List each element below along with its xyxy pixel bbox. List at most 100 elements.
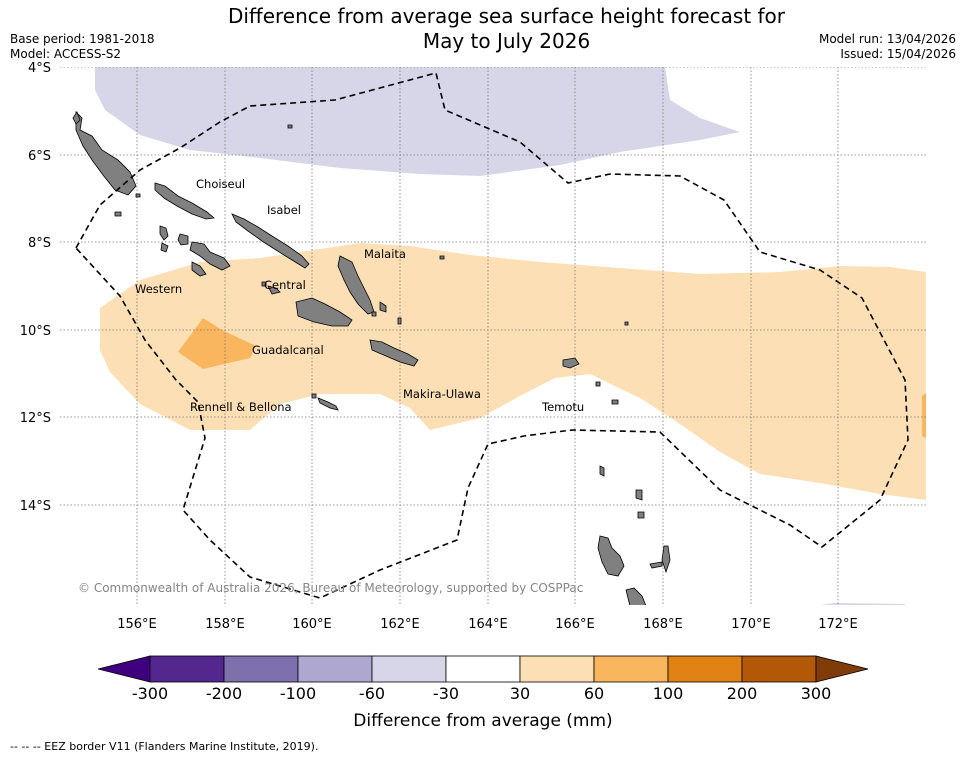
colorbar-tick-label: -300 [132,684,168,703]
gaua-island [637,511,645,519]
buka-island [72,111,81,125]
savo-island [261,281,267,287]
colorbar-tick-label: -200 [206,684,242,703]
santa-cruz-island [562,357,580,369]
lon-label-166e: 166°E [555,617,595,632]
issued-text: Issued: 15/04/2026 [840,47,956,61]
base-period-text: Base period: 1981-2018 [10,32,155,46]
vella-lavella-island [159,225,169,241]
gizo-island [160,242,169,253]
map-area: Choiseul Isabel Malaita Western Central … [60,67,926,605]
colorbar-segment [371,655,447,683]
copyright-text: © Commonwealth of Australia 2026, Bureau… [78,581,583,595]
treasury-island [135,193,141,198]
malaita-island [337,255,375,315]
colorbar-extension-high [815,655,869,683]
positive-strong-area [178,318,256,369]
eez-legend-note: -- -- -- EEZ border V11 (Flanders Marine… [10,740,319,753]
makira-island [369,339,419,367]
colorbar-segment [445,655,521,683]
colorbar-label: Difference from average (mm) [353,711,612,731]
gridlines [60,67,926,605]
colorbar [97,655,869,683]
lat-label-8s: 8°S [28,236,51,251]
tikopia-island [624,321,629,326]
espiritu-santo-island [597,535,625,577]
colorbar-tick-label: 200 [727,684,758,703]
ndai-island [371,311,377,317]
ontong-java-atoll [287,124,293,129]
longitude-labels: 156°E 158°E 160°E 162°E 164°E 166°E 168°… [117,617,858,632]
colorbar-tick-label: 300 [801,684,832,703]
colorbar-tick-label: 60 [584,684,604,703]
malakula-island [625,587,647,605]
chart-title: Difference from average sea surface heig… [0,4,965,54]
colorbar-segment [223,655,299,683]
region-label-temotu: Temotu [541,400,584,414]
colorbar-tick-label: 100 [653,684,684,703]
model-run-text: Model run: 13/04/2026 [818,32,956,46]
rennell-island [317,397,339,411]
lon-label-158e: 158°E [205,617,245,632]
colorbar-tick-label: -100 [280,684,316,703]
rendova-island [191,261,207,277]
region-label-guadalcanal: Guadalcanal [252,343,324,357]
region-label-malaita: Malaita [364,247,406,261]
lon-label-162e: 162°E [380,617,420,632]
lon-label-156e: 156°E [117,617,157,632]
lat-label-14s: 14°S [20,499,51,514]
title-line-1: Difference from average sea surface heig… [227,4,786,28]
lat-label-10s: 10°S [20,324,51,339]
lon-label-170e: 170°E [731,617,771,632]
shortland-island [114,211,122,217]
lon-label-160e: 160°E [292,617,332,632]
colorbar-tick-label: -60 [359,684,385,703]
positive-strong-area-east [922,393,926,438]
ambae-island [649,561,663,569]
region-labels: Choiseul Isabel Malaita Western Central … [135,177,584,414]
guadalcanal-island [295,297,353,327]
colorbar-segment [741,655,817,683]
lat-label-4s: 4°S [28,61,51,76]
colorbar-segment [297,655,373,683]
colorbar-tick-label: -30 [433,684,459,703]
kolombangara-island [177,233,189,246]
land-masses [72,111,671,605]
lat-label-12s: 12°S [20,411,51,426]
region-label-choiseul: Choiseul [196,177,245,191]
utupua-island [595,381,601,387]
bougainville-island [75,111,137,196]
colorbar-extension-low [97,655,151,683]
negative-anomaly-area [95,67,740,176]
maewo-island [661,545,671,574]
lon-label-172e: 172°E [818,617,858,632]
region-label-central: Central [264,278,306,292]
small-malaita-island [379,301,387,313]
pocklington-island [397,317,402,325]
torres-island [599,465,605,477]
bellona-island [311,393,317,399]
russell-islands [267,285,281,295]
colorbar-tick-labels: -300 -200 -100 -60 -30 30 60 100 200 300 [132,684,831,703]
choiseul-island [154,182,215,220]
negative-anomaly-area-se [820,603,905,605]
region-label-rennell-bellona: Rennell & Bellona [190,400,292,414]
region-label-isabel: Isabel [267,203,301,217]
lat-label-6s: 6°S [28,149,51,164]
latitude-labels: 4°S 6°S 8°S 10°S 12°S 14°S [20,61,51,514]
colorbar-segment [149,655,225,683]
meta-left: Base period: 1981-2018 Model: ACCESS-S2 [10,32,155,62]
colorbar-segment [593,655,669,683]
model-text: Model: ACCESS-S2 [10,47,122,61]
colorbar-segment [519,655,595,683]
lon-label-168e: 168°E [643,617,683,632]
banks-island [635,489,643,501]
colorbar-tick-label: 30 [510,684,530,703]
meta-right: Model run: 13/04/2026 Issued: 15/04/2026 [819,32,956,62]
lon-label-164e: 164°E [468,617,508,632]
region-label-western: Western [135,282,182,296]
colorbar-segment [667,655,743,683]
sikaiana-atoll [439,255,445,260]
santa-isabel-island [231,213,310,269]
